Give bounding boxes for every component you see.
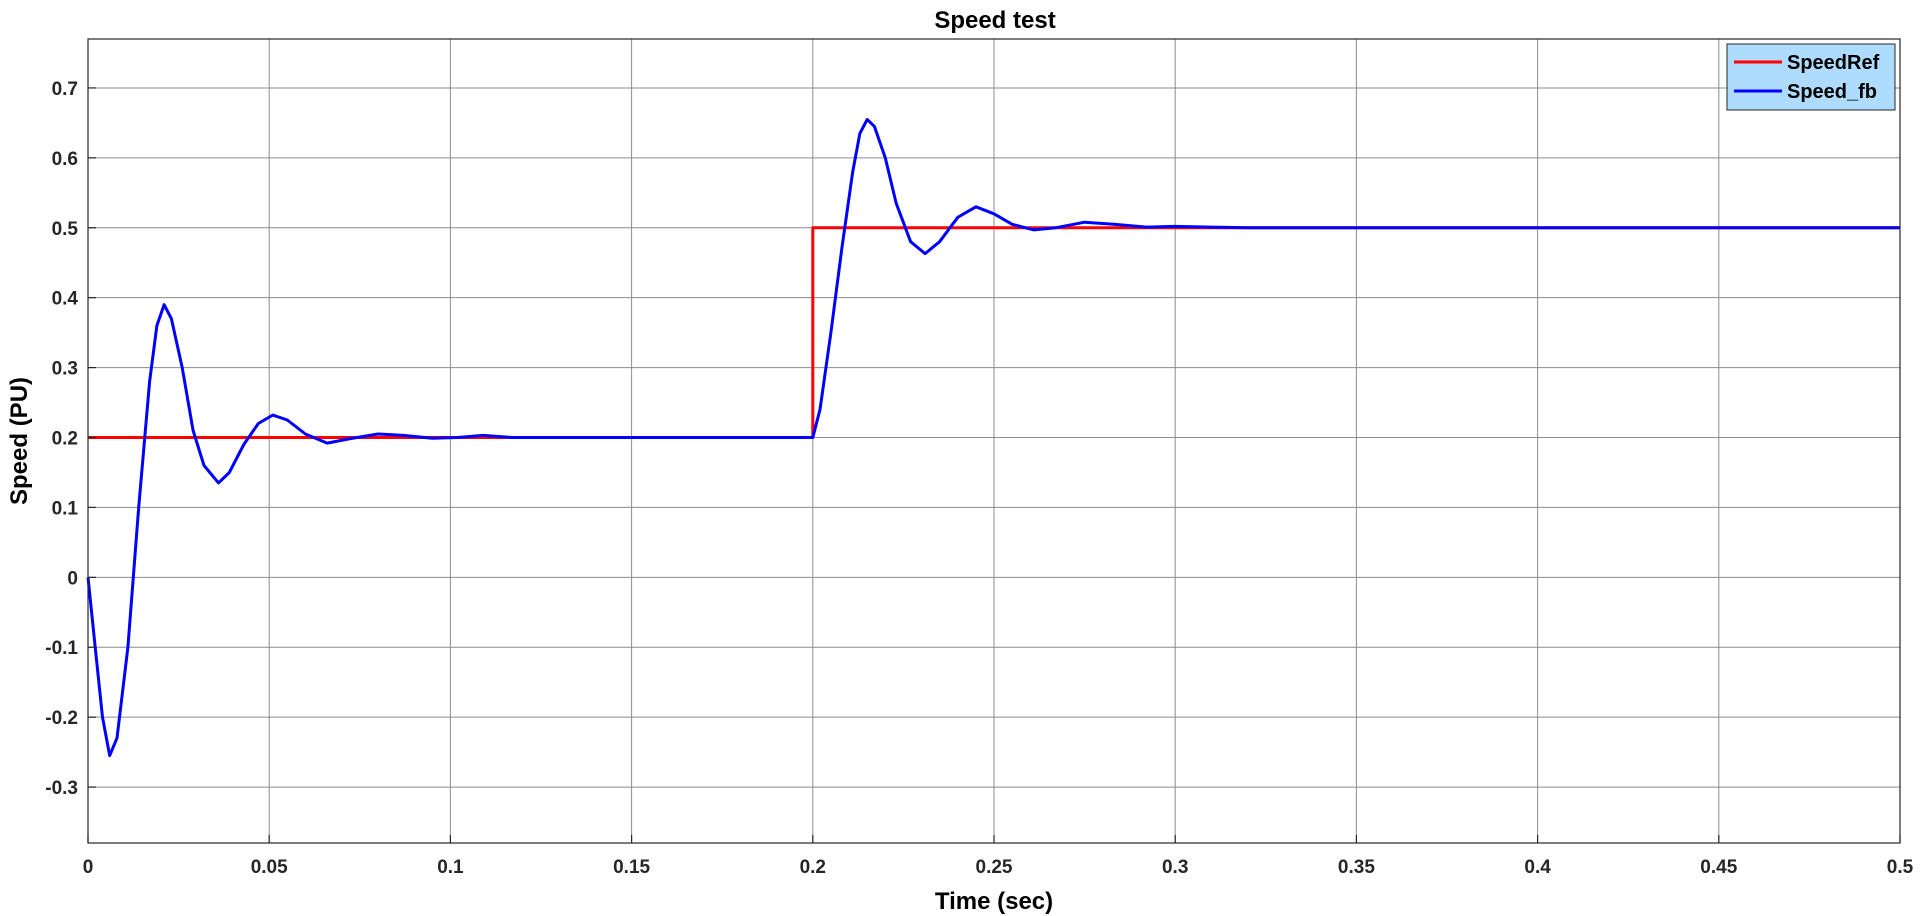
x-tick-label: 0.45 (1700, 857, 1737, 878)
x-tick-label: 0.05 (251, 857, 288, 878)
y-tick-label: 0.5 (52, 219, 79, 240)
y-axis-label: Speed (PU) (6, 377, 33, 505)
x-tick-label: 0.25 (976, 857, 1013, 878)
x-tick-label: 0.3 (1162, 857, 1188, 878)
x-tick-label: 0.2 (800, 857, 826, 878)
legend: SpeedRef Speed_fb (1726, 43, 1896, 111)
y-tick-label: 0.4 (52, 289, 79, 310)
y-tick-label: 0.6 (52, 149, 78, 170)
y-tick-label: 0.1 (52, 498, 79, 519)
x-tick-label: 0.5 (1887, 857, 1914, 878)
axis-ticks: 0 0.05 0.1 0.15 0.2 0.25 0.3 0.35 0.4 0.45 0.5 -0.3… (45, 79, 1913, 878)
y-tick-label: -0.2 (45, 708, 78, 729)
legend-box (1726, 43, 1896, 111)
x-axis-label: Time (sec) (935, 888, 1053, 915)
data-series (86, 117, 1900, 758)
chart-title: Speed test (934, 7, 1055, 34)
x-tick-label: 0.4 (1524, 857, 1551, 878)
y-tick-label: 0.3 (52, 359, 78, 380)
y-tick-label: 0.7 (52, 79, 78, 100)
y-tick-label: -0.1 (45, 638, 78, 659)
y-tick-label: -0.3 (45, 778, 78, 799)
grid-lines (87, 39, 1901, 843)
y-tick-label: 0.2 (52, 429, 78, 450)
x-tick-label: 0.15 (613, 857, 650, 878)
x-tick-label: 0 (83, 857, 94, 878)
y-tick-label: 0 (67, 568, 78, 589)
legend-label: SpeedRef (1787, 52, 1880, 74)
legend-label: Speed_fb (1787, 81, 1877, 103)
x-tick-label: 0.1 (437, 857, 464, 878)
series-line-speed-fb (86, 117, 1900, 758)
x-tick-label: 0.35 (1338, 857, 1375, 878)
